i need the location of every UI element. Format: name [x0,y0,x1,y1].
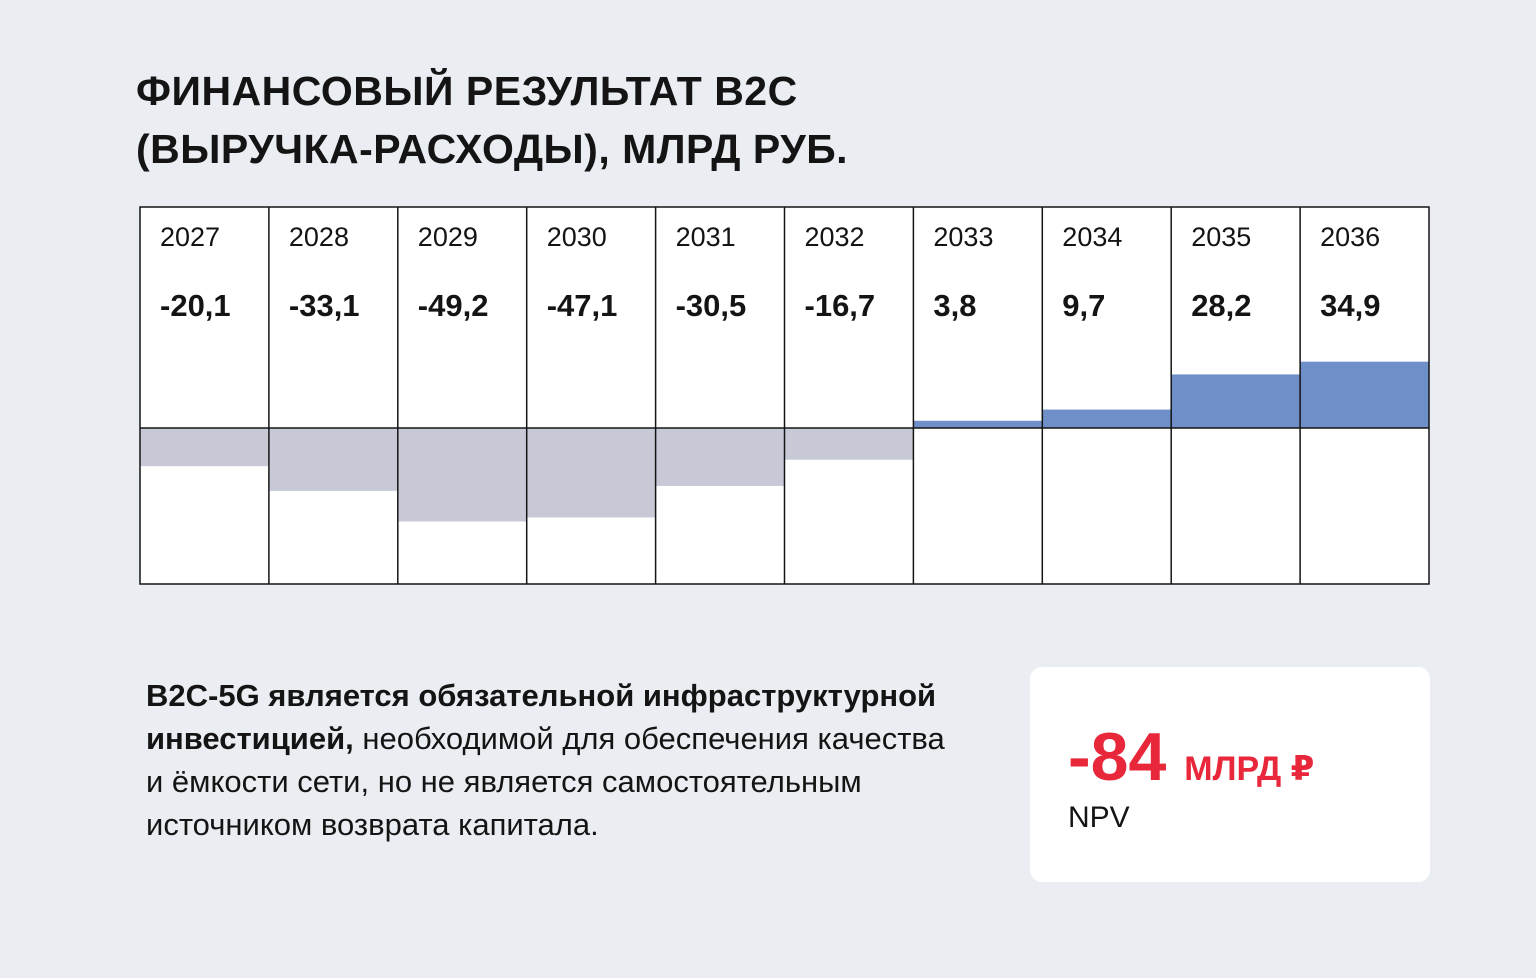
chart-title-line-2: (ВЫРУЧКА-РАСХОДЫ), МЛРД РУБ. [136,126,849,172]
bar-2034 [1042,409,1172,428]
bar-2028 [268,428,398,491]
npv-value-row: -84 МЛРД ₽ [1068,719,1314,795]
bar-2030 [526,428,656,518]
npv-value: -84 [1068,719,1167,795]
chart-title: ФИНАНСОВЫЙ РЕЗУЛЬТАТ B2C (ВЫРУЧКА-РАСХОД… [136,62,848,178]
chart-border [139,206,1430,585]
year-label-2031: 2031 [676,222,736,252]
bar-2032 [784,428,914,460]
year-label-2029: 2029 [418,222,478,252]
year-label-2032: 2032 [805,222,865,252]
bar-2035 [1171,374,1301,428]
value-label-2029: -49,2 [418,288,489,323]
year-label-2034: 2034 [1062,222,1122,252]
value-label-2034: 9,7 [1062,288,1105,323]
value-label-2036: 34,9 [1320,288,1380,323]
value-label-2035: 28,2 [1191,288,1251,323]
year-label-2036: 2036 [1320,222,1380,252]
description-regular: необходимой для обеспечения качества и ё… [146,721,945,842]
value-label-2027: -20,1 [160,288,231,323]
year-label-2033: 2033 [933,222,993,252]
chart-title-line-1: ФИНАНСОВЫЙ РЕЗУЛЬТАТ B2C [136,68,798,114]
description: B2C-5G является обязательной инфраструкт… [146,674,966,846]
value-label-2032: -16,7 [805,288,876,323]
bar-2027 [140,428,269,467]
bar-2033 [913,420,1043,428]
npv-unit: МЛРД ₽ [1184,750,1315,788]
value-label-2031: -30,5 [676,288,747,323]
npv-card: -84 МЛРД ₽ NPV [1030,667,1430,882]
bar-2031 [655,428,785,486]
year-label-2028: 2028 [289,222,349,252]
value-label-2033: 3,8 [933,288,976,323]
year-label-2030: 2030 [547,222,607,252]
bar-2029 [397,428,527,522]
year-label-2027: 2027 [160,222,220,252]
bar-2036 [1300,361,1429,428]
value-label-2028: -33,1 [289,288,360,323]
description-bold: B2C-5G является обязательной инфраструкт… [146,678,937,756]
npv-label: NPV [1068,801,1130,834]
year-label-2035: 2035 [1191,222,1251,252]
value-label-2030: -47,1 [547,288,618,323]
